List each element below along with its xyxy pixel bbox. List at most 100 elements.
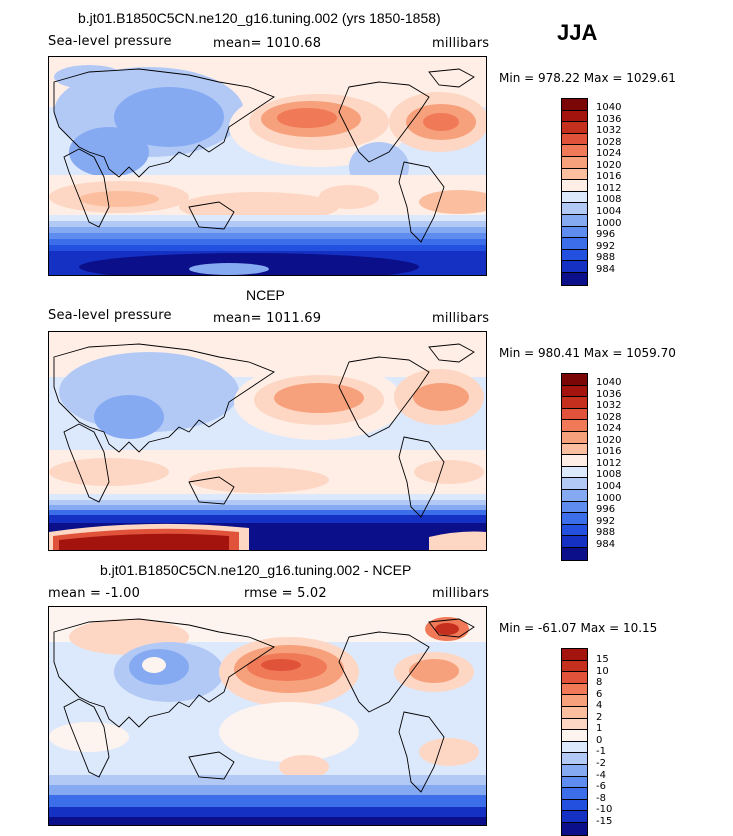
colorbar-label: 1040 — [596, 102, 622, 113]
colorbar-swatch — [562, 133, 587, 146]
colorbar-label: 1008 — [596, 194, 622, 205]
colorbar-swatch — [562, 110, 587, 123]
colorbar-label: 1024 — [596, 423, 622, 434]
panel3-title: b.jt01.B1850C5CN.ne120_g16.tuning.002 - … — [100, 562, 412, 578]
colorbar-label: 1000 — [596, 493, 622, 504]
colorbar-label: 1012 — [596, 458, 622, 469]
colorbar-label: 4 — [596, 700, 603, 711]
colorbar-label: -10 — [596, 804, 613, 815]
colorbar-swatch — [562, 168, 587, 181]
colorbar-label: 992 — [596, 516, 616, 527]
colorbar-label: 1004 — [596, 481, 622, 492]
colorbar-label: 984 — [596, 264, 616, 275]
colorbar-swatch — [562, 99, 587, 111]
colorbar-swatch — [562, 788, 587, 800]
colorbar-label: 996 — [596, 504, 616, 515]
panel3-colorbar — [561, 648, 588, 836]
colorbar-swatch — [562, 660, 587, 673]
colorbar-label: 1036 — [596, 114, 622, 125]
colorbar-swatch — [562, 156, 587, 169]
panel2-units: millibars — [432, 311, 490, 326]
panel2-variable: Sea-level pressure — [48, 308, 172, 323]
colorbar-swatch — [562, 513, 587, 525]
panel3-mean: mean = -1.00 — [48, 586, 141, 601]
panel3-units: millibars — [432, 586, 490, 601]
colorbar-label: 1032 — [596, 400, 622, 411]
colorbar-label: 996 — [596, 229, 616, 240]
panel3-rmse: rmse = 5.02 — [244, 586, 327, 601]
colorbar-swatch — [562, 649, 587, 661]
colorbar-swatch — [562, 776, 587, 789]
panel1-minmax: Min = 978.22 Max = 1029.61 — [499, 71, 676, 85]
colorbar-swatch — [562, 203, 587, 215]
colorbar-label: 984 — [596, 539, 616, 550]
colorbar-swatch — [562, 811, 587, 823]
colorbar-label: -2 — [596, 758, 606, 769]
colorbar-swatch — [562, 478, 587, 490]
panel2-minmax: Min = 980.41 Max = 1059.70 — [499, 346, 676, 360]
panel1-title: b.jt01.B1850C5CN.ne120_g16.tuning.002 (y… — [78, 10, 441, 26]
colorbar-label: -1 — [596, 746, 606, 757]
panel2-colorbar — [561, 373, 588, 561]
colorbar-label: 988 — [596, 252, 616, 263]
colorbar-label: -4 — [596, 770, 606, 781]
colorbar-swatch — [562, 764, 587, 777]
colorbar-label: 1012 — [596, 183, 622, 194]
colorbar-label: 1036 — [596, 389, 622, 400]
colorbar-swatch — [562, 226, 587, 239]
colorbar-label: 1024 — [596, 148, 622, 159]
colorbar-swatch — [562, 741, 587, 754]
colorbar-swatch — [562, 706, 587, 719]
colorbar-swatch — [562, 431, 587, 444]
colorbar-swatch — [562, 122, 587, 134]
colorbar-label: 0 — [596, 735, 603, 746]
colorbar-swatch — [562, 536, 587, 548]
colorbar-swatch — [562, 408, 587, 421]
colorbar-label: 2 — [596, 712, 603, 723]
colorbar-label: 992 — [596, 241, 616, 252]
panel1-colorbar — [561, 98, 588, 286]
colorbar-label: -15 — [596, 816, 613, 827]
colorbar-label: 1004 — [596, 206, 622, 217]
panel2-sea-level-pressure-map — [48, 331, 487, 551]
panel3-minmax: Min = -61.07 Max = 10.15 — [499, 621, 658, 635]
colorbar-label: 1 — [596, 723, 603, 734]
panel2-title: NCEP — [246, 287, 285, 303]
colorbar-label: 988 — [596, 527, 616, 538]
colorbar-swatch — [562, 272, 587, 285]
panel1-variable: Sea-level pressure — [48, 34, 172, 49]
colorbar-swatch — [562, 695, 587, 707]
colorbar-label: 1032 — [596, 125, 622, 136]
colorbar-swatch — [562, 547, 587, 560]
panel2-mean: mean= 1011.69 — [213, 311, 322, 326]
colorbar-swatch — [562, 374, 587, 386]
colorbar-label: 1000 — [596, 218, 622, 229]
season-label: JJA — [557, 20, 598, 45]
colorbar-label: 10 — [596, 666, 609, 677]
colorbar-swatch — [562, 524, 587, 537]
colorbar-label: 6 — [596, 689, 603, 700]
colorbar-swatch — [562, 397, 587, 409]
colorbar-swatch — [562, 799, 587, 812]
colorbar-label: -8 — [596, 793, 606, 804]
colorbar-label: 1016 — [596, 446, 622, 457]
colorbar-label: 1008 — [596, 469, 622, 480]
colorbar-swatch — [562, 145, 587, 157]
colorbar-swatch — [562, 466, 587, 479]
colorbar-swatch — [562, 753, 587, 765]
colorbar-swatch — [562, 261, 587, 273]
colorbar-label: 1028 — [596, 137, 622, 148]
colorbar-label: -6 — [596, 781, 606, 792]
colorbar-label: 1028 — [596, 412, 622, 423]
colorbar-swatch — [562, 443, 587, 456]
colorbar-swatch — [562, 683, 587, 696]
colorbar-swatch — [562, 249, 587, 262]
colorbar-swatch — [562, 672, 587, 684]
colorbar-swatch — [562, 180, 587, 192]
colorbar-swatch — [562, 718, 587, 731]
colorbar-swatch — [562, 420, 587, 432]
colorbar-swatch — [562, 822, 587, 835]
colorbar-swatch — [562, 730, 587, 742]
colorbar-swatch — [562, 385, 587, 398]
panel3-difference-map — [48, 606, 487, 826]
